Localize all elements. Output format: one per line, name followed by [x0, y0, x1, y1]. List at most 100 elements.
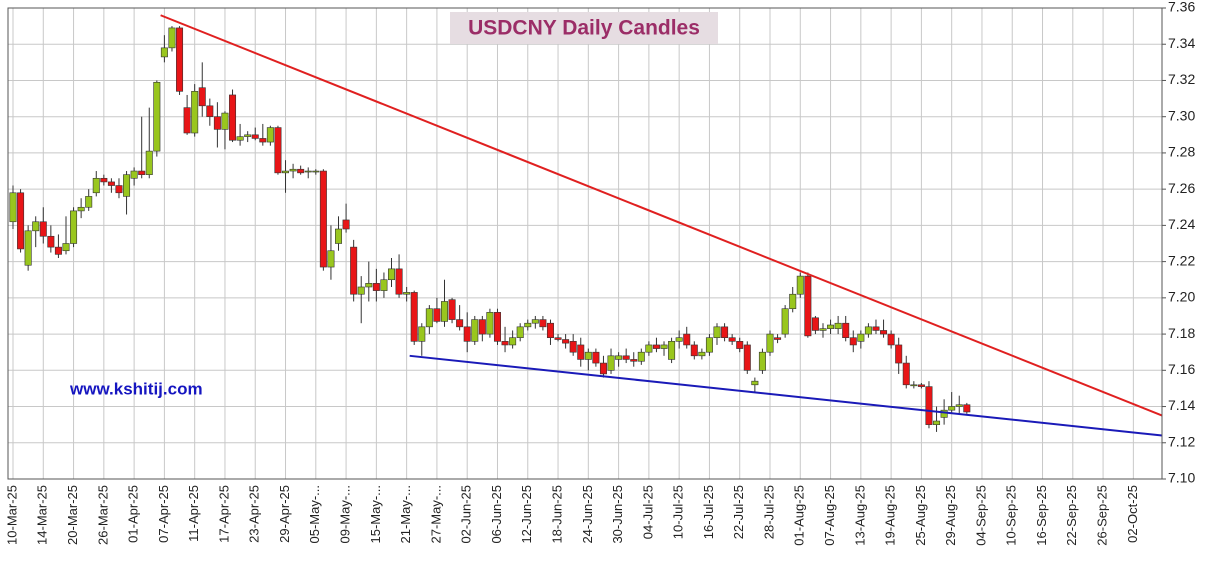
- x-tick-label: 19-Aug-25: [883, 485, 898, 546]
- y-tick-label: 7.24: [1168, 216, 1195, 232]
- candle-body: [342, 219, 350, 230]
- candle-body: [107, 181, 115, 186]
- title-box: [450, 12, 718, 44]
- candle-body: [77, 206, 85, 212]
- x-tick-label: 20-Mar-25: [65, 485, 80, 545]
- x-tick-label: 01-Aug-25: [792, 485, 807, 546]
- candle-body: [17, 192, 25, 250]
- candle-body: [811, 317, 819, 331]
- candle-body: [213, 116, 221, 130]
- candle-body: [766, 333, 774, 353]
- candle-body: [539, 319, 547, 328]
- candle-body: [622, 355, 630, 360]
- candle-body: [501, 341, 509, 346]
- candle-body: [115, 185, 123, 194]
- watermark: www.kshitij.com: [69, 379, 203, 398]
- candles: [9, 26, 971, 432]
- candle-body: [418, 326, 426, 342]
- candle-body: [880, 330, 888, 335]
- candle-body: [524, 322, 532, 328]
- candle-body: [910, 384, 918, 387]
- candle-body: [130, 170, 138, 179]
- candle-body: [607, 355, 615, 371]
- candle-body: [509, 337, 517, 346]
- candle-body: [925, 386, 933, 425]
- candle-body: [471, 319, 479, 342]
- candle-body: [721, 326, 729, 339]
- candle-body: [251, 134, 259, 139]
- candle-body: [32, 221, 40, 232]
- candle-body: [796, 275, 804, 295]
- axis-labels: 7.10 7.12 7.14 7.16 7.18 7.20 7.22 7.24 7.26 7.28…: [4, 0, 1195, 546]
- candle-body: [198, 87, 206, 107]
- candle-body: [569, 341, 577, 353]
- candle-body: [312, 170, 320, 173]
- candle-body: [380, 279, 388, 291]
- candle-body: [440, 301, 448, 322]
- x-tick-label: 26-Mar-25: [95, 485, 110, 545]
- candle-body: [387, 268, 395, 281]
- candle-body: [395, 268, 403, 295]
- candle-body: [751, 380, 759, 386]
- x-tick-label: 22-Sep-25: [1064, 485, 1079, 546]
- candle-body: [933, 420, 941, 425]
- candle-body: [637, 351, 645, 362]
- candle-body: [675, 337, 683, 342]
- candle-body: [350, 246, 358, 295]
- candle-body: [736, 341, 744, 349]
- candle-body: [668, 341, 676, 360]
- y-tick-label: 7.14: [1168, 397, 1195, 413]
- x-tick-label: 23-Apr-25: [247, 485, 262, 543]
- candle-body: [62, 243, 70, 252]
- candle-body: [304, 170, 312, 173]
- x-tick-label: 05-May-...: [307, 485, 322, 544]
- x-tick-label: 02-Jun-25: [459, 485, 474, 544]
- candle-body: [698, 351, 706, 357]
- y-tick-label: 7.18: [1168, 325, 1195, 341]
- candle-body: [176, 27, 184, 92]
- candle-body: [463, 326, 471, 342]
- candle-body: [160, 47, 168, 58]
- trendline: [160, 14, 1163, 417]
- candle-body: [955, 404, 963, 407]
- candle-body: [259, 138, 267, 143]
- y-tick-label: 7.20: [1168, 289, 1195, 305]
- candle-body: [357, 286, 365, 295]
- y-tick-label: 7.12: [1168, 433, 1195, 449]
- candle-body: [516, 326, 524, 339]
- candle-body: [774, 337, 782, 340]
- y-tick-label: 7.22: [1168, 252, 1195, 268]
- candle-body: [554, 337, 562, 340]
- x-tick-label: 12-Jun-25: [519, 485, 534, 544]
- x-tick-label: 11-Apr-25: [186, 485, 201, 542]
- x-tick-label: 25-Aug-25: [913, 485, 928, 546]
- candle-body: [562, 339, 570, 344]
- candle-body: [789, 293, 797, 310]
- y-tick-label: 7.28: [1168, 144, 1195, 160]
- x-tick-label: 17-Apr-25: [216, 485, 231, 543]
- candle-body: [39, 221, 47, 237]
- candle-body: [183, 107, 191, 134]
- x-tick-label: 13-Aug-25: [852, 485, 867, 546]
- candle-body: [403, 292, 411, 295]
- x-tick-label: 18-Jun-25: [549, 485, 564, 544]
- candle-body: [599, 362, 607, 375]
- candle-body: [456, 319, 464, 328]
- candle-body: [493, 312, 501, 342]
- y-tick-label: 7.16: [1168, 361, 1195, 377]
- candle-body: [690, 344, 698, 357]
- y-tick-label: 7.34: [1168, 35, 1195, 51]
- candle-body: [584, 351, 592, 360]
- candle-body: [229, 94, 237, 141]
- candle-body: [92, 177, 100, 194]
- x-tick-label: 06-Jun-25: [489, 485, 504, 544]
- candle-body: [221, 112, 229, 130]
- x-tick-label: 02-Oct-25: [1125, 485, 1140, 543]
- candle-body: [478, 319, 486, 335]
- candle-body: [24, 230, 32, 266]
- trendline: [409, 354, 1163, 437]
- candle-body: [319, 170, 327, 268]
- candle-body: [834, 322, 842, 329]
